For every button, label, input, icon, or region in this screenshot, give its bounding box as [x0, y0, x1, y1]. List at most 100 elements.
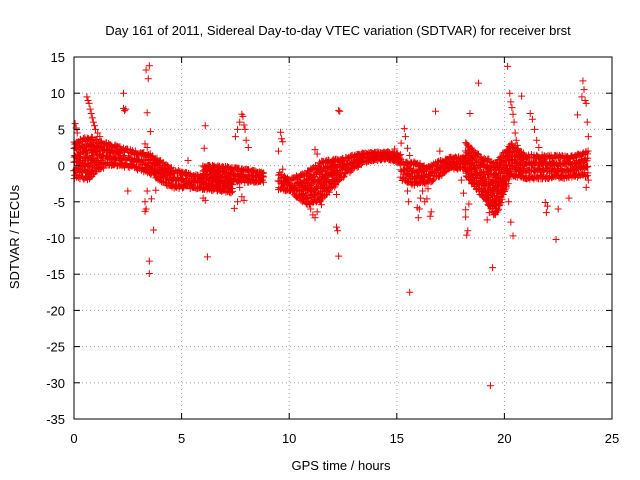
data-point [455, 164, 463, 172]
data-point [335, 107, 343, 115]
y-tick-label: -35 [46, 412, 65, 427]
data-point [468, 144, 476, 152]
data-point [230, 204, 238, 212]
y-tick-label: -20 [46, 303, 65, 318]
data-point [97, 157, 105, 165]
data-point [85, 99, 93, 107]
data-point [416, 194, 424, 202]
data-point [279, 138, 287, 146]
data-point [504, 180, 512, 188]
data-point [277, 128, 285, 136]
data-point [339, 173, 347, 181]
data-point [143, 187, 151, 195]
data-point [234, 198, 242, 206]
x-tick-label: 15 [390, 431, 404, 446]
data-point [201, 122, 209, 130]
data-point [397, 151, 405, 159]
data-point [401, 133, 409, 141]
data-point [335, 252, 343, 260]
data-point [340, 172, 348, 180]
data-point [485, 209, 493, 217]
data-point [465, 200, 473, 208]
data-point [304, 195, 312, 203]
data-point [584, 163, 592, 171]
data-point [145, 269, 153, 277]
data-point [241, 125, 249, 133]
data-point [574, 111, 582, 119]
x-tick-label: 25 [605, 431, 619, 446]
data-point [584, 147, 592, 155]
y-axis-label: SDTVAR / TECUs [7, 184, 22, 289]
y-tick-label: -5 [53, 195, 65, 210]
chart-title: Day 161 of 2011, Sidereal Day-to-day VTE… [105, 23, 571, 38]
data-point [511, 129, 519, 137]
data-point [274, 147, 282, 155]
data-point [236, 118, 244, 126]
data-point [119, 89, 127, 97]
data-point [479, 156, 487, 164]
x-tick-label: 5 [178, 431, 185, 446]
data-point [414, 214, 422, 222]
data-point [305, 198, 313, 206]
data-point [584, 176, 592, 184]
data-point [71, 120, 79, 128]
data-point [512, 136, 520, 144]
data-point [410, 158, 418, 166]
data-point [146, 128, 154, 136]
data-point [346, 168, 354, 176]
data-point [406, 151, 414, 159]
data-point [505, 198, 513, 206]
data-point [533, 136, 541, 144]
data-point [578, 93, 586, 101]
data-point [391, 145, 399, 153]
data-point [240, 196, 248, 204]
data-point [320, 185, 328, 193]
x-tick-label: 10 [282, 431, 296, 446]
y-tick-label: -30 [46, 376, 65, 391]
data-point [87, 109, 95, 117]
data-point [492, 205, 500, 213]
data-point [415, 161, 423, 169]
y-tick-label: -15 [46, 267, 65, 282]
data-point [436, 147, 444, 155]
data-point [405, 198, 413, 206]
data-point [94, 129, 102, 137]
data-point [509, 110, 517, 118]
data-point [507, 140, 515, 148]
data-point [552, 235, 560, 243]
data-point [513, 141, 521, 149]
data-point [493, 186, 501, 194]
data-point [334, 227, 342, 235]
data-point [313, 150, 321, 158]
data-point [397, 139, 405, 147]
data-point [554, 205, 562, 213]
y-tick-label: 15 [51, 50, 65, 65]
data-point [404, 144, 412, 152]
x-tick-label: 0 [70, 431, 77, 446]
data-point [124, 187, 132, 195]
data-point [121, 107, 129, 115]
data-point [104, 152, 112, 160]
data-point [239, 112, 247, 120]
data-point [141, 198, 149, 206]
data-point [279, 165, 287, 173]
data-point [145, 257, 153, 265]
data-point [496, 200, 504, 208]
data-point [424, 185, 432, 193]
data-point [406, 288, 414, 296]
data-points [70, 62, 592, 390]
data-point [234, 125, 242, 133]
data-point [145, 62, 153, 70]
data-point [463, 231, 471, 239]
data-point [483, 216, 491, 224]
x-axis-label: GPS time / hours [292, 458, 391, 473]
data-point [259, 169, 267, 177]
data-point [508, 104, 516, 112]
data-point [313, 208, 321, 216]
data-point [419, 187, 427, 195]
data-point [240, 121, 248, 129]
data-point [432, 107, 440, 115]
data-point [582, 99, 590, 107]
data-point [144, 75, 152, 83]
